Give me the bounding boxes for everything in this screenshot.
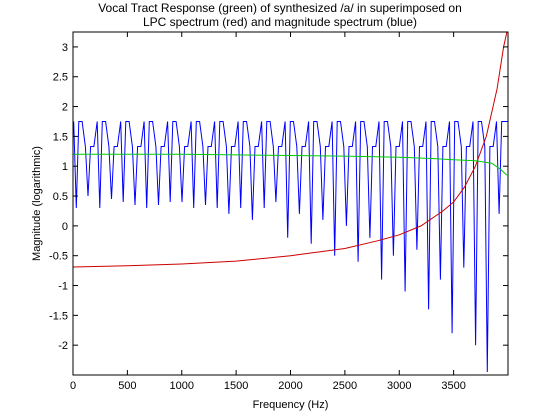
x-tick-label: 1000: [170, 380, 194, 392]
y-tick-label: -2: [58, 340, 68, 352]
x-tick-label: 3000: [387, 380, 411, 392]
axes-background: [73, 32, 508, 375]
x-axis-label: Frequency (Hz): [253, 399, 329, 411]
x-tick-label: 1500: [224, 380, 248, 392]
y-tick-label: 0.5: [53, 191, 68, 203]
magnitude-spectrum-line: [73, 121, 508, 373]
x-tick-label: 3500: [441, 380, 465, 392]
y-axis-label: Magnitude (logarithmic): [31, 146, 43, 261]
chart-title-line-1: Vocal Tract Response (green) of synthesi…: [98, 1, 462, 15]
x-tick-label: 2000: [278, 380, 302, 392]
vocal-tract-response-line: [73, 153, 508, 176]
y-tick-label: -1: [58, 281, 68, 293]
y-tick-label: -1.5: [49, 310, 68, 322]
x-tick-label: 500: [118, 380, 136, 392]
lpc-spectrum-line: [73, 32, 508, 268]
y-tick-label: 2: [62, 102, 68, 114]
x-tick-label: 0: [70, 380, 76, 392]
chart-title-line-2: LPC spectrum (red) and magnitude spectru…: [142, 15, 418, 29]
y-tick-label: 1.5: [53, 131, 68, 143]
y-tick-label: 1: [62, 161, 68, 173]
series-layer: [73, 32, 508, 373]
y-tick-label: 0: [62, 221, 68, 233]
y-tick-label: -0.5: [49, 251, 68, 263]
x-tick-label: 2500: [333, 380, 357, 392]
y-tick-label: 3: [62, 42, 68, 54]
tick-layer: 0 500 1000 1500 2000 2500 3000 3500 -2 -1.5 -1 -0.5…: [49, 32, 508, 392]
y-tick-label: 2.5: [53, 72, 68, 84]
